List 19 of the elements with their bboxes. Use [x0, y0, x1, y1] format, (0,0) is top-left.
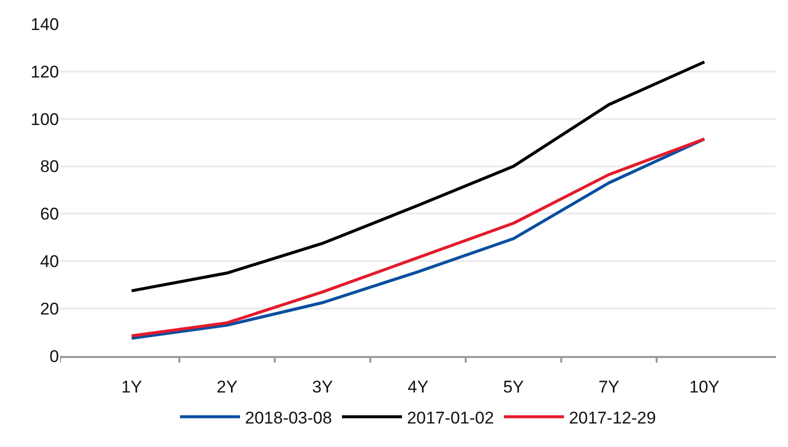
line-series: [130, 60, 706, 292]
legend-label: 2017-01-02: [406, 408, 494, 428]
y-tick-label: 120: [30, 62, 59, 82]
y-tick-label: 20: [40, 300, 59, 319]
x-tick-label: 7Y: [598, 377, 620, 396]
x-tick-label: 10Y: [689, 377, 720, 396]
legend-label: 2017-12-29: [568, 408, 656, 428]
legend-label: 2018-03-08: [245, 408, 332, 428]
y-tick-label: 40: [40, 252, 59, 272]
x-tick-label: 4Y: [408, 377, 428, 396]
x-tick-label: 1Y: [121, 377, 142, 396]
y-tick-label: 140: [30, 14, 59, 34]
y-tick-label: 100: [30, 110, 59, 129]
y-tick-label: 80: [40, 157, 59, 176]
x-tick-label: 3Y: [312, 377, 333, 396]
x-tick-label: 5Y: [503, 377, 524, 396]
y-tick-label: 60: [40, 204, 59, 224]
x-tick-label: 2Y: [216, 377, 238, 396]
y-tick-label: 0: [50, 346, 59, 366]
